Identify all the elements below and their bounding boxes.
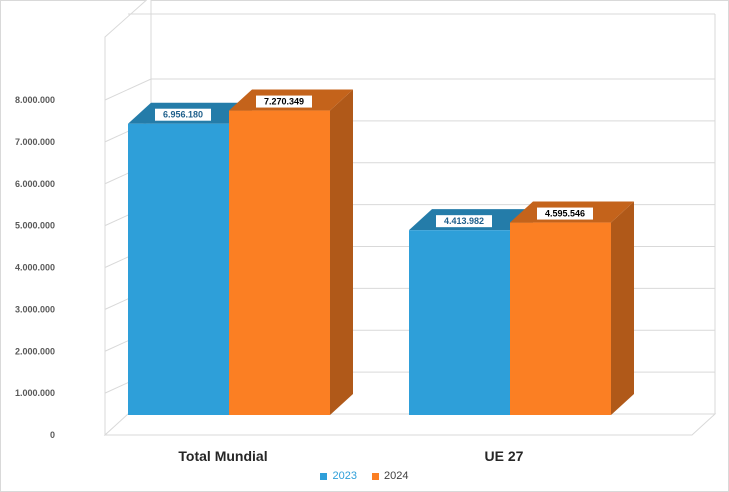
x-category-label: Total Mundial [178, 448, 267, 464]
y-tick-label: 2.000.000 [15, 346, 55, 356]
legend-item-2024: 2024 [372, 470, 409, 482]
bar [510, 222, 611, 415]
data-label-box [256, 95, 312, 108]
data-label: 6.956.180 [163, 110, 203, 120]
data-label: 4.413.982 [444, 216, 484, 226]
floor [103, 413, 717, 436]
bar [229, 110, 330, 415]
y-tick-label: 4.000.000 [15, 263, 55, 273]
gridline [104, 78, 715, 101]
y-tick-label: 3.000.000 [15, 304, 55, 314]
data-label-box [537, 207, 593, 220]
data-label-box [155, 108, 211, 121]
y-tick-label: 1.000.000 [15, 388, 55, 398]
x-category-label: UE 27 [485, 448, 524, 464]
chart-legend: 2023 2024 [0, 470, 729, 483]
data-label: 4.595.546 [545, 209, 585, 219]
data-label-box [436, 215, 492, 228]
y-tick-label: 8.000.000 [15, 95, 55, 105]
legend-label-2024: 2024 [384, 470, 409, 482]
data-label: 7.270.349 [264, 97, 304, 107]
legend-swatch-2024 [372, 472, 380, 480]
y-tick-label: 5.000.000 [15, 221, 55, 231]
y-tick-label: 0 [50, 430, 55, 440]
bar [128, 123, 229, 415]
legend-label-2023: 2023 [332, 470, 357, 482]
bar [409, 230, 510, 415]
y-tick-label: 7.000.000 [15, 137, 55, 147]
legend-swatch-2023 [320, 472, 328, 480]
legend-item-2023: 2023 [320, 470, 357, 482]
y-tick-label: 6.000.000 [15, 179, 55, 189]
bar-side [611, 201, 634, 415]
bar-side [330, 89, 353, 415]
